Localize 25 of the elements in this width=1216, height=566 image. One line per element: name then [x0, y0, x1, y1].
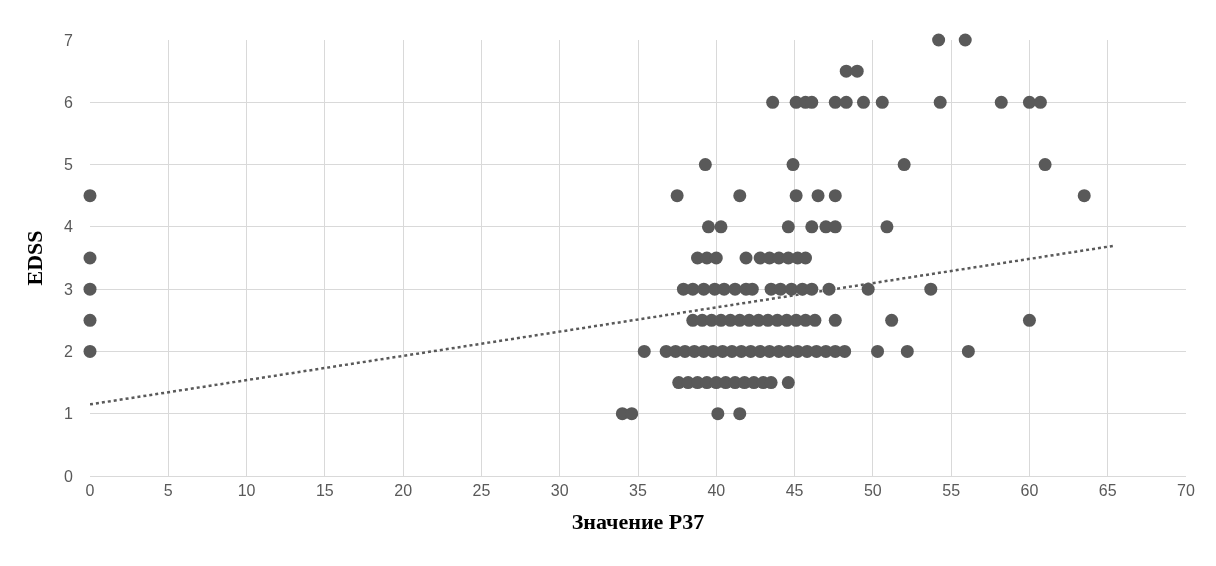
x-tick-label: 5 [163, 482, 173, 500]
x-tick-label: 0 [85, 482, 95, 500]
y-tick-label: 6 [64, 93, 74, 111]
x-tick-label: 45 [785, 482, 804, 500]
y-tick-label: 4 [64, 218, 74, 236]
x-axis-title: Значение P37 [571, 509, 705, 535]
y-tick-label: 0 [64, 467, 74, 485]
y-tick-label: 1 [64, 405, 74, 423]
y-axis-title: EDSS [21, 230, 47, 286]
x-tick-label: 10 [237, 482, 256, 500]
y-tick-label: 5 [64, 156, 74, 174]
x-tick-label: 35 [629, 482, 647, 500]
x-tick-label: 60 [1020, 482, 1039, 500]
x-tick-label: 15 [315, 482, 334, 500]
x-tick-label: 50 [863, 482, 882, 500]
x-tick-label: 65 [1098, 482, 1117, 500]
x-tick-label: 20 [394, 482, 413, 500]
x-tick-label: 55 [942, 482, 961, 500]
x-tick-label: 70 [1177, 482, 1195, 500]
x-tick-label: 30 [550, 482, 569, 500]
x-tick-label: 25 [472, 482, 491, 500]
y-tick-label: 7 [64, 31, 74, 49]
x-tick-label: 40 [707, 482, 726, 500]
y-tick-label: 2 [64, 343, 74, 361]
y-tick-label: 3 [64, 280, 74, 298]
